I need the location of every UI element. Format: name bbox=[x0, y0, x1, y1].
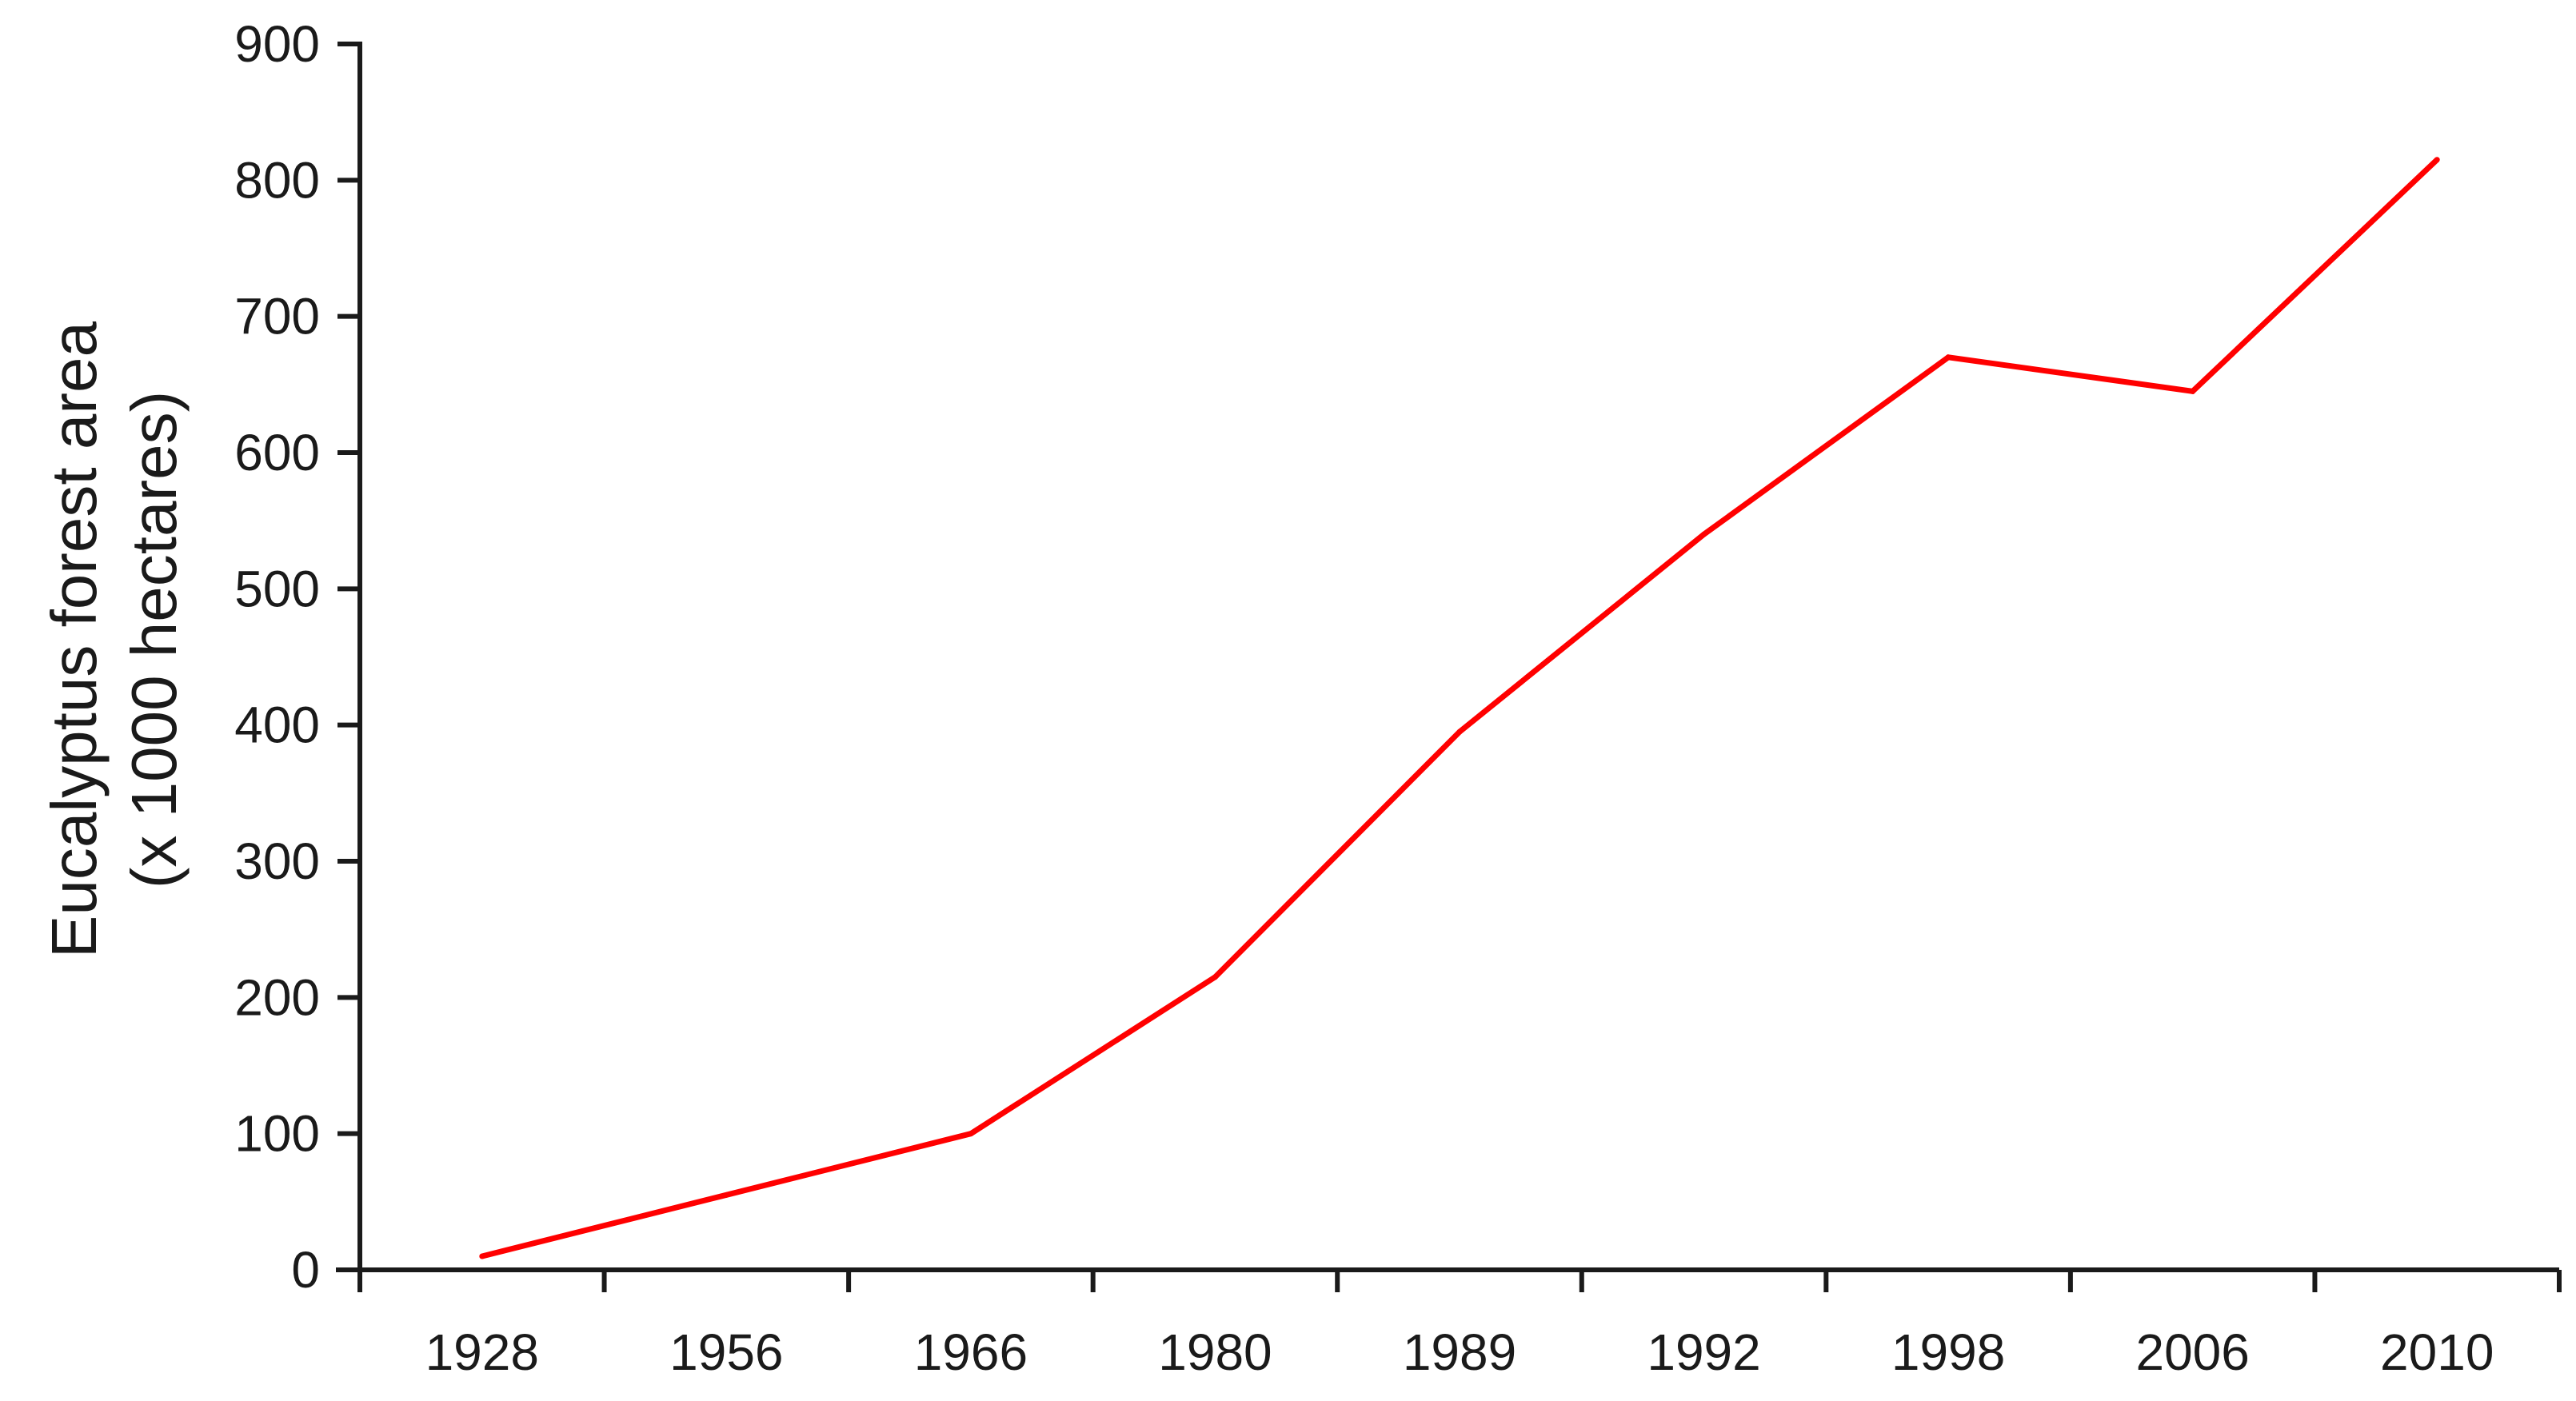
data-point bbox=[2190, 388, 2196, 394]
y-axis-title-line-2: (x 1000 hectares) bbox=[118, 391, 190, 889]
x-tick-label: 1956 bbox=[669, 1323, 783, 1381]
x-tick-label: 1980 bbox=[1158, 1323, 1272, 1381]
x-tick-label: 1989 bbox=[1403, 1323, 1516, 1381]
data-point bbox=[479, 1253, 485, 1259]
data-point bbox=[968, 1131, 974, 1137]
data-point bbox=[1945, 354, 1951, 361]
x-tick-label: 1966 bbox=[914, 1323, 1028, 1381]
y-axis-title: Eucalyptus forest area (x 1000 hectares) bbox=[38, 321, 190, 958]
series-line bbox=[481, 158, 2439, 1259]
y-axis: 0 100 200 300 400 500 600 700 800 900 bbox=[234, 15, 362, 1299]
data-point bbox=[723, 1191, 729, 1198]
y-tick-label: 100 bbox=[234, 1105, 320, 1163]
x-tick-label: 2006 bbox=[2135, 1323, 2249, 1381]
y-tick-label: 900 bbox=[234, 15, 320, 73]
y-tick-label: 300 bbox=[234, 832, 320, 890]
x-tick-label: 2010 bbox=[2380, 1323, 2494, 1381]
data-point bbox=[1212, 974, 1218, 980]
y-tick-label: 400 bbox=[234, 697, 320, 754]
x-tick-label: 1992 bbox=[1647, 1323, 1760, 1381]
y-tick-label: 0 bbox=[291, 1241, 320, 1299]
y-tick-label: 500 bbox=[234, 560, 320, 617]
series-layer bbox=[479, 157, 2440, 1259]
y-tick-label: 600 bbox=[234, 424, 320, 481]
data-point bbox=[2434, 157, 2440, 163]
y-tick-label: 200 bbox=[234, 968, 320, 1026]
x-tick-label: 1928 bbox=[425, 1323, 539, 1381]
x-tick-label: 1998 bbox=[1891, 1323, 2005, 1381]
y-axis-title-line-1: Eucalyptus forest area bbox=[38, 321, 110, 958]
y-tick-label: 700 bbox=[234, 288, 320, 345]
x-axis: 1928 1956 1966 1980 1989 1992 1998 2006 2010 bbox=[336, 1267, 2562, 1381]
data-point bbox=[1701, 531, 1707, 537]
y-tick-label: 800 bbox=[234, 151, 320, 209]
data-point bbox=[1456, 728, 1463, 735]
